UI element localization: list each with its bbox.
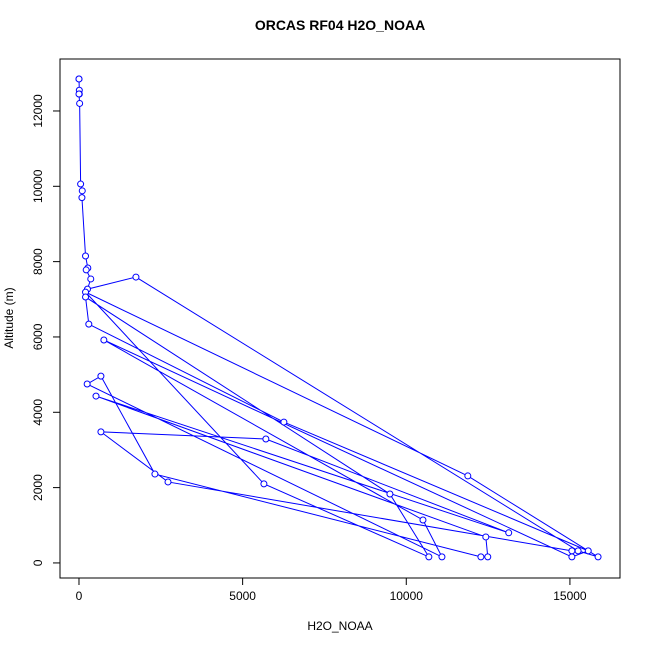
data-point	[82, 252, 90, 260]
data-point	[505, 529, 513, 537]
y-tick-label: 10000	[31, 169, 45, 203]
data-point	[574, 547, 582, 555]
data-point	[97, 428, 105, 436]
data-point	[164, 478, 172, 486]
data-point	[82, 266, 90, 274]
data-point	[83, 380, 91, 388]
y-tick-label: 12000	[31, 94, 45, 128]
data-point	[100, 336, 108, 344]
data-point	[87, 275, 95, 283]
data-point	[484, 553, 492, 561]
x-tick-label: 10000	[390, 589, 424, 603]
data-point	[78, 187, 86, 195]
data-point	[92, 392, 100, 400]
plot-frame	[59, 58, 621, 579]
data-point	[260, 480, 268, 488]
x-tick-label: 5000	[229, 589, 256, 603]
data-point	[568, 547, 576, 555]
data-point	[85, 320, 93, 328]
data-point	[419, 516, 427, 524]
data-point	[386, 490, 394, 498]
y-axis-label: Altitude (m)	[2, 287, 16, 348]
data-point	[477, 553, 485, 561]
chart-title: ORCAS RF04 H2O_NOAA	[255, 17, 425, 33]
series-line	[78, 78, 599, 559]
y-tick-label: 6000	[31, 323, 45, 350]
data-point	[132, 273, 140, 281]
data-point	[82, 293, 90, 301]
data-point	[425, 553, 433, 561]
data-point	[594, 553, 602, 561]
data-point	[438, 553, 446, 561]
data-point	[77, 180, 85, 188]
x-tick-label: 15000	[553, 589, 587, 603]
data-point	[464, 472, 472, 480]
y-tick-label: 2000	[31, 474, 45, 501]
data-point	[482, 533, 490, 541]
y-tick-label: 8000	[31, 248, 45, 275]
y-tick-label: 0	[31, 559, 45, 566]
data-point	[568, 553, 576, 561]
data-point	[280, 418, 288, 426]
data-point	[262, 435, 270, 443]
x-axis-label: H2O_NOAA	[307, 619, 372, 633]
data-point	[584, 547, 592, 555]
y-tick-label: 4000	[31, 399, 45, 426]
data-point	[75, 75, 83, 83]
x-tick-label: 0	[76, 589, 83, 603]
data-point	[76, 99, 84, 107]
data-point	[78, 194, 86, 202]
data-point	[97, 372, 105, 380]
data-point	[75, 90, 83, 98]
data-point	[151, 470, 159, 478]
